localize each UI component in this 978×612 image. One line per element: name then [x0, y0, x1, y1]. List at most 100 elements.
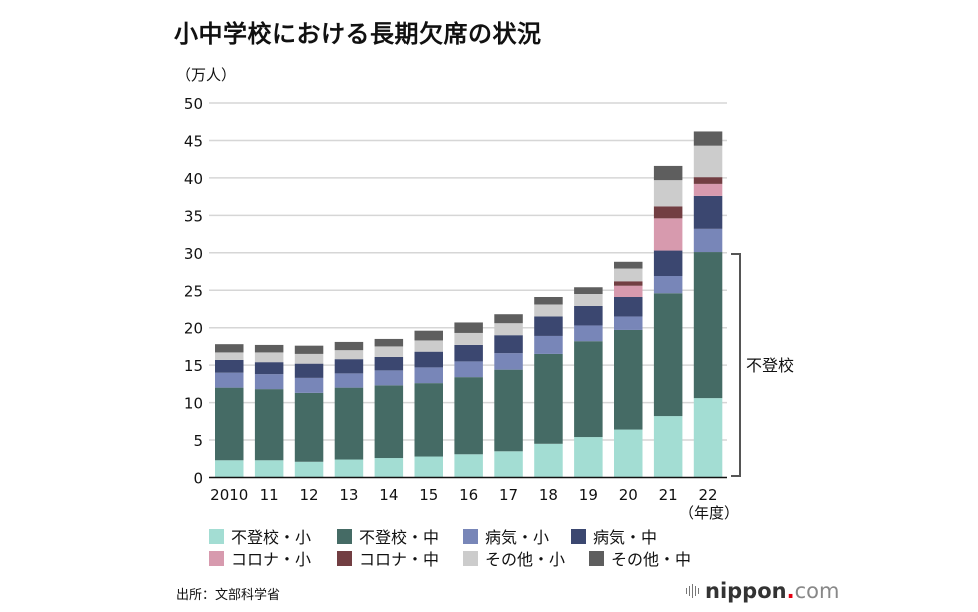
- bar-stack-19: [574, 287, 603, 478]
- bar-segment: [614, 285, 643, 297]
- x-tick-label: 17: [499, 486, 518, 504]
- bar-segment: [614, 296, 643, 317]
- bar-segment: [494, 335, 523, 354]
- bar-segment: [334, 459, 364, 478]
- bar-segment: [374, 385, 404, 459]
- bar-segment: [653, 276, 683, 294]
- bar-segment: [653, 416, 683, 478]
- bar-segment: [414, 351, 443, 368]
- bar-segment: [574, 325, 603, 342]
- bar-segment: [653, 165, 683, 181]
- bar-segment: [215, 352, 244, 360]
- bar-segment: [454, 322, 483, 333]
- legend-swatch: [209, 550, 224, 566]
- bar-segment: [693, 195, 723, 229]
- bar-segment: [693, 252, 723, 399]
- bar-segment: [215, 460, 244, 478]
- bar-stack-14: [374, 338, 404, 478]
- legend-label: 不登校・小: [231, 528, 312, 547]
- x-tick-label: 16: [459, 486, 478, 504]
- bar-segment: [215, 359, 244, 373]
- x-axis-unit-label: （年度）: [679, 504, 739, 522]
- bar-stack-11: [254, 344, 284, 478]
- logo-tld: com: [794, 579, 840, 603]
- x-tick-label: 19: [579, 486, 598, 504]
- nippon-logo: nippon. com: [686, 579, 839, 603]
- bar-segment: [653, 293, 683, 417]
- bar-segment: [254, 344, 284, 353]
- bar-segment: [574, 305, 603, 326]
- y-tick-label: 35: [184, 207, 203, 225]
- bar-segment: [454, 344, 483, 362]
- legend-swatch: [337, 528, 352, 544]
- y-tick-label: 20: [184, 320, 203, 338]
- bar-segment: [374, 346, 404, 357]
- bar-segment: [254, 460, 284, 478]
- bar-segment: [334, 341, 364, 351]
- bar-stack-22: [693, 131, 723, 478]
- legend-swatch: [571, 528, 586, 544]
- bar-stack-2010: [215, 344, 244, 478]
- bar-segment: [614, 261, 643, 269]
- legend-item: その他・小: [463, 546, 565, 570]
- legend-item: コロナ・中: [337, 546, 439, 570]
- legend-item: 病気・小: [463, 524, 549, 548]
- bar-segment: [494, 451, 523, 478]
- bar-segment: [254, 362, 284, 375]
- bar-segment: [614, 268, 643, 282]
- bar-segment: [215, 344, 244, 353]
- bar-segment: [374, 370, 404, 386]
- legend-swatch: [463, 550, 478, 566]
- bar-segment: [494, 314, 523, 324]
- source-note: 出所：文部科学省: [176, 588, 281, 603]
- bar-stack-15: [414, 330, 443, 478]
- bar-segment: [334, 359, 364, 374]
- bar-segment: [494, 353, 523, 370]
- bar-segment: [454, 377, 483, 455]
- bar-segment: [534, 443, 563, 478]
- bar-segment: [614, 429, 643, 478]
- bar-segment: [534, 296, 563, 305]
- bar-segment: [454, 454, 483, 478]
- bar-segment: [374, 338, 404, 347]
- legend-swatch: [463, 528, 478, 544]
- bar-segment: [414, 383, 443, 457]
- bar-segment: [534, 316, 563, 336]
- legend-label: コロナ・小: [231, 550, 312, 569]
- legend-label: その他・中: [611, 550, 692, 569]
- bar-segment: [414, 456, 443, 478]
- bar-segment: [693, 177, 723, 184]
- bar-segment: [653, 180, 683, 207]
- bar-stack-16: [454, 322, 483, 478]
- legend-swatch: [337, 550, 352, 566]
- logo-dot: .: [786, 579, 795, 603]
- x-tick-labels: 2010 11 12 13 14 15 16 17 18 19 20 21 22: [210, 486, 717, 504]
- bar-stack-12: [294, 345, 324, 478]
- y-tick-label: 50: [184, 95, 203, 113]
- bar-segment: [534, 353, 563, 444]
- y-axis-unit-label: （万人）: [176, 66, 237, 84]
- bar-segment: [534, 304, 563, 317]
- bar-segment: [294, 353, 324, 364]
- bar-segment: [414, 330, 443, 341]
- bar-segment: [334, 387, 364, 460]
- futoko-bracket: [731, 253, 741, 477]
- bar-segment: [374, 356, 404, 371]
- legend-label: 病気・中: [593, 528, 658, 547]
- bar-segment: [534, 335, 563, 354]
- bar-segment: [574, 287, 603, 294]
- bar-segment: [374, 458, 404, 478]
- bar-segment: [693, 145, 723, 178]
- x-tick-label: 12: [300, 486, 319, 504]
- bar-segment: [693, 183, 723, 196]
- bar-segment: [215, 372, 244, 388]
- bar-segment: [494, 369, 523, 452]
- bar-segment: [454, 361, 483, 378]
- bar-segment: [294, 345, 324, 354]
- x-tick-label: 18: [539, 486, 558, 504]
- bar-segment: [414, 367, 443, 384]
- y-tick-label: 5: [193, 432, 203, 450]
- bar-segment: [693, 131, 723, 146]
- legend-item: 不登校・中: [337, 524, 439, 548]
